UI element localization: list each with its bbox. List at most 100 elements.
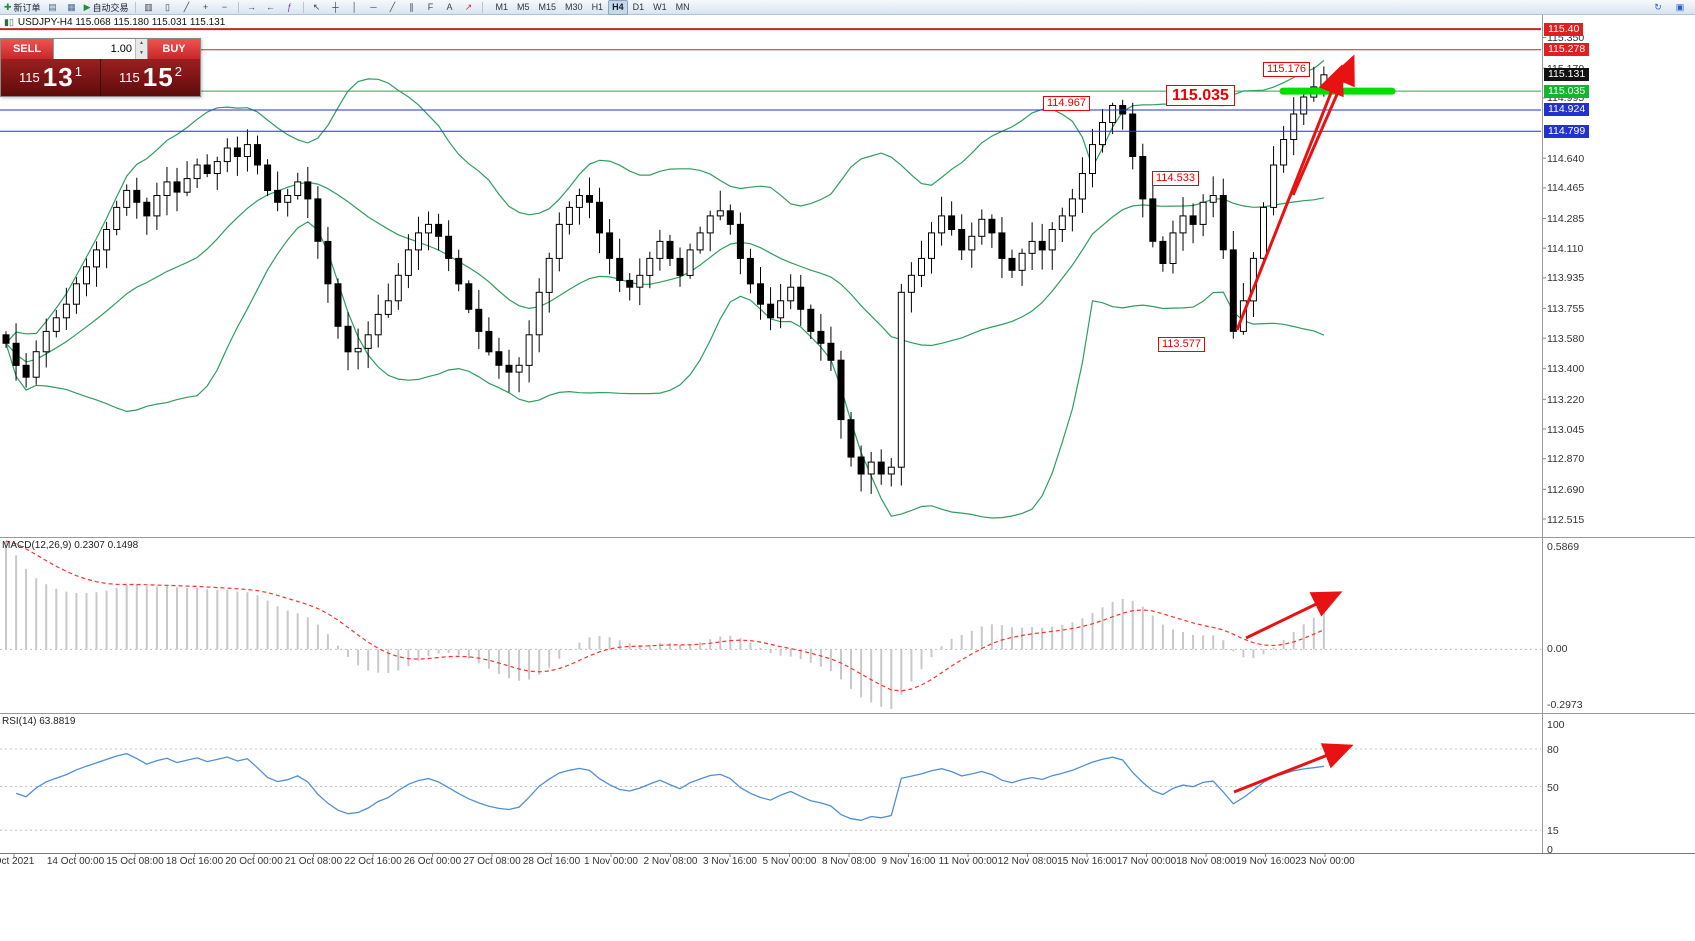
timeframe-m15-button[interactable]: M15 xyxy=(538,1,557,12)
rsi-scale-label: 0 xyxy=(1547,844,1553,856)
cursor-tool-icon: ↖ xyxy=(312,1,321,12)
timeframe-d1-button[interactable]: D1 xyxy=(632,1,645,12)
price-tick: 114.110 xyxy=(1547,242,1584,255)
ohlc-readout: ▮▯ USDJPY-H4 115.068 115.180 115.031 115… xyxy=(4,17,225,28)
macd-series xyxy=(0,540,1541,709)
timeframe-h1-button[interactable]: H1 xyxy=(591,1,604,12)
new-order-button[interactable]: ✚ 新订单 xyxy=(2,1,43,14)
price-annotation[interactable]: 115.035 xyxy=(1166,85,1235,106)
time-label: 15 Nov 16:00 xyxy=(1057,856,1117,867)
toolbar-customize-button[interactable]: ↻ xyxy=(1649,1,1667,14)
time-axis-separator xyxy=(0,853,1695,854)
time-label: 28 Oct 16:00 xyxy=(522,856,581,867)
price-tick: 112.515 xyxy=(1547,513,1585,526)
timeframe-m30-button[interactable]: M30 xyxy=(565,1,583,12)
lot-size-field: ▲ ▼ xyxy=(53,39,148,59)
channel-tool-icon: ∥ xyxy=(409,1,414,12)
cursor-tool-button[interactable]: ↖ xyxy=(308,1,326,14)
rsi-scale-label: 80 xyxy=(1547,744,1559,756)
lot-increase-button[interactable]: ▲ xyxy=(136,39,147,49)
macd-scale-label: -0.2973 xyxy=(1547,699,1583,711)
price-annotation[interactable]: 114.533 xyxy=(1152,171,1199,186)
toolbar-dock-button[interactable]: ▣ xyxy=(1671,1,1689,14)
horizontal-line-tool-button[interactable]: ─ xyxy=(365,1,383,14)
toolbar-buttons: ✚ 新订单 ▤ ▦ ▶ 自动交易 ▥ ▯ ╱ + − → ← ƒ ↖ ┼ │ ─ ╱ ∥ F A ↗ xyxy=(2,1,486,14)
rsi-scale-label: 100 xyxy=(1547,719,1565,731)
rsi-panel-separator[interactable] xyxy=(0,713,1695,714)
rsi-series xyxy=(0,748,1541,831)
ask-prefix: 115 xyxy=(119,70,140,85)
bid-price-display[interactable]: 115 13 1 xyxy=(1,59,100,96)
time-label: 19 Nov 16:00 xyxy=(1235,856,1296,867)
bar-chart-button[interactable]: ▥ xyxy=(140,1,158,14)
trend-arrows[interactable] xyxy=(1233,54,1355,794)
charts-button[interactable]: ▤ xyxy=(44,1,62,14)
lot-decrease-button[interactable]: ▼ xyxy=(136,49,147,59)
bid-main: 13 xyxy=(42,62,74,92)
bid-prefix: 115 xyxy=(19,70,40,85)
zoom-in-icon: + xyxy=(202,1,209,12)
main-toolbar: ✚ 新订单 ▤ ▦ ▶ 自动交易 ▥ ▯ ╱ + − → ← ƒ ↖ ┼ │ ─ ╱ ∥ F A ↗ M1 M5 M15 M30 H… xyxy=(0,0,1695,15)
zoom-in-button[interactable]: + xyxy=(197,1,215,14)
macd-scale-label: 0.00 xyxy=(1547,643,1568,655)
macd-panel-separator[interactable] xyxy=(0,537,1695,538)
chart-shift-icon: ← xyxy=(266,1,275,12)
time-label: 15 Oct 08:00 xyxy=(106,856,164,867)
timeframe-m1-button[interactable]: M1 xyxy=(495,1,509,12)
ohlc-text: USDJPY-H4 115.068 115.180 115.031 115.13… xyxy=(17,17,226,28)
trendline-tool-button[interactable]: ╱ xyxy=(384,1,402,14)
trendline-tool-icon: ╱ xyxy=(389,1,396,12)
price-annotation[interactable]: 113.577 xyxy=(1158,337,1205,352)
price-tick: 113.755 xyxy=(1547,302,1585,315)
toolbar-separator xyxy=(302,1,304,13)
buy-button[interactable]: BUY xyxy=(148,39,200,59)
ask-price-display[interactable]: 115 15 2 xyxy=(101,59,200,96)
toolbar-customize-icon: ↻ xyxy=(1654,1,1662,12)
price-badge: 115.131 xyxy=(1544,68,1590,82)
indicators-button[interactable]: ƒ xyxy=(281,1,299,14)
line-chart-button[interactable]: ╱ xyxy=(178,1,196,14)
timeframe-mn-button[interactable]: MN xyxy=(675,1,690,12)
profiles-button[interactable]: ▦ xyxy=(63,1,81,14)
rsi-scale-label: 15 xyxy=(1547,825,1559,837)
vertical-line-tool-icon: │ xyxy=(351,1,358,12)
price-annotation[interactable]: 114.967 xyxy=(1043,96,1090,111)
arrow-tool-button[interactable]: ↗ xyxy=(460,1,478,14)
price-tick: 113.045 xyxy=(1547,423,1585,436)
zoom-out-button[interactable]: − xyxy=(216,1,234,14)
time-label: 18 Nov 08:00 xyxy=(1176,856,1236,867)
channel-tool-button[interactable]: ∥ xyxy=(403,1,421,14)
candlestick-chart-button[interactable]: ▯ xyxy=(159,1,177,14)
fibonacci-tool-button[interactable]: F xyxy=(422,1,440,14)
crosshair-tool-button[interactable]: ┼ xyxy=(327,1,345,14)
text-tool-button[interactable]: A xyxy=(441,1,459,14)
toolbar-separator xyxy=(481,1,483,13)
price-tick: 114.285 xyxy=(1547,212,1585,225)
price-tick: 113.400 xyxy=(1547,363,1585,376)
timeframe-h4-button[interactable]: H4 xyxy=(608,0,628,15)
autotrading-button[interactable]: ▶ 自动交易 xyxy=(82,1,131,14)
one-click-trading-panel: SELL ▲ ▼ BUY 115 13 1 115 15 2 xyxy=(0,38,201,97)
horizontal-price-lines[interactable] xyxy=(0,28,1541,132)
timeframe-toolbar: M1 M5 M15 M30 H1 H4 D1 W1 MN xyxy=(492,0,694,15)
timeframe-m5-button[interactable]: M5 xyxy=(517,1,530,12)
axis-ticks xyxy=(13,37,1546,857)
sell-button[interactable]: SELL xyxy=(1,39,53,59)
time-label: 11 Nov 00:00 xyxy=(938,856,998,867)
auto-scroll-button[interactable]: → xyxy=(243,1,261,14)
profiles-icon: ▦ xyxy=(67,1,76,12)
price-badge: 115.035 xyxy=(1544,84,1590,98)
price-annotation[interactable]: 115.176 xyxy=(1263,62,1310,77)
price-tick: 113.580 xyxy=(1547,332,1585,345)
lot-size-input[interactable] xyxy=(54,39,135,59)
new-order-button-label: 新订单 xyxy=(13,2,41,13)
time-label: 20 Oct 00:00 xyxy=(225,856,283,867)
chart-shift-button[interactable]: ← xyxy=(262,1,280,14)
vertical-line-tool-button[interactable]: │ xyxy=(346,1,364,14)
timeframe-w1-button[interactable]: W1 xyxy=(653,1,667,12)
bid-ask-divider xyxy=(100,59,101,96)
toolbar-dock-icon: ▣ xyxy=(1675,1,1685,12)
